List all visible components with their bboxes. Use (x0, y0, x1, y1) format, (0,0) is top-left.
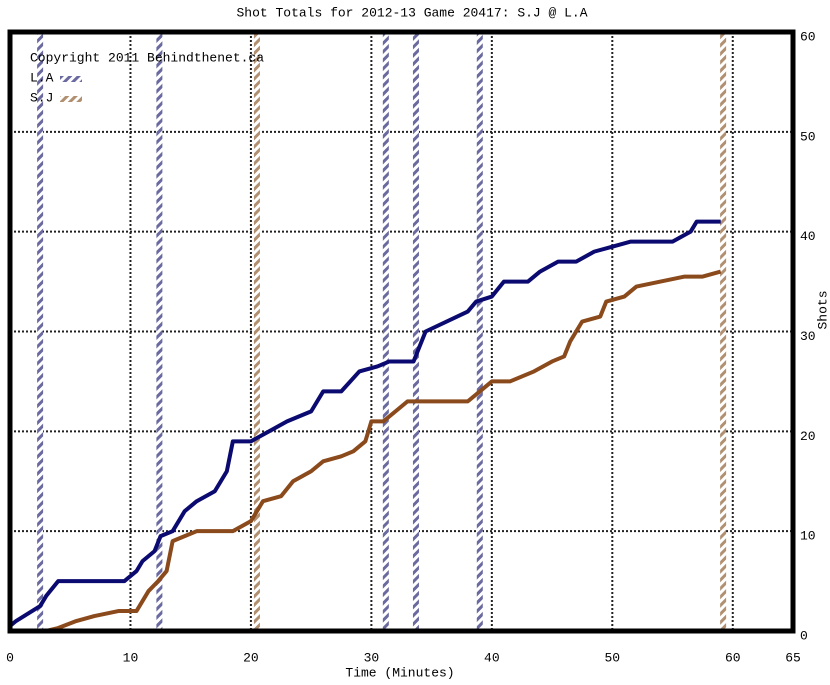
x-tick-label: 30 (364, 650, 380, 665)
goal-line (476, 32, 483, 631)
y-tick-label: 30 (800, 329, 816, 344)
series-line (8, 219, 721, 628)
legend-swatch (60, 76, 82, 82)
x-tick-label: 20 (243, 650, 259, 665)
y-tick-label: 50 (800, 129, 816, 144)
x-axis-label: Time (Minutes) (345, 665, 454, 680)
goal-line (382, 32, 389, 631)
goal-line (156, 32, 163, 631)
x-tick-label: 10 (123, 650, 139, 665)
goal-line (720, 32, 727, 631)
x-tick-label: 60 (725, 650, 741, 665)
x-tick-label: 40 (484, 650, 500, 665)
x-tick-label: 50 (605, 650, 621, 665)
copyright: Copyright 2011 Behindthenet.ca (30, 50, 264, 65)
y-tick-label: 60 (800, 29, 816, 44)
x-tick-label: 0 (6, 650, 14, 665)
plot-frame (7, 29, 796, 634)
goal-line (412, 32, 419, 631)
chart-title: Shot Totals for 2012-13 Game 20417: S.J … (236, 5, 587, 20)
y-axis-label: Shots (815, 290, 830, 329)
legend-swatch (60, 96, 82, 102)
series-line (10, 269, 722, 633)
goal-line (37, 32, 44, 631)
legend-label: L.A (30, 70, 54, 85)
y-tick-label: 40 (800, 229, 816, 244)
y-tick-label: 0 (800, 628, 808, 643)
y-tick-label: 10 (800, 529, 816, 544)
goal-line (253, 32, 260, 631)
x-tick-label: 65 (785, 650, 801, 665)
legend-label: S.J (30, 90, 53, 105)
y-tick-label: 20 (800, 429, 816, 444)
